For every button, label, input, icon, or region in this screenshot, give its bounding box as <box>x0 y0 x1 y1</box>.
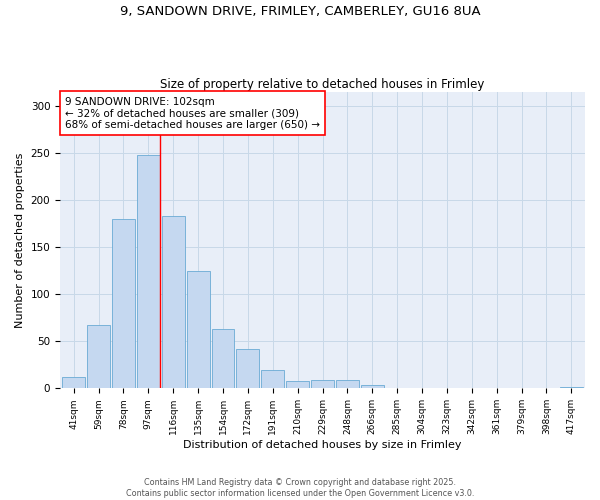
Bar <box>112 219 135 388</box>
Text: 9 SANDOWN DRIVE: 102sqm
← 32% of detached houses are smaller (309)
68% of semi-d: 9 SANDOWN DRIVE: 102sqm ← 32% of detache… <box>65 96 320 130</box>
Bar <box>336 380 359 388</box>
Text: 9, SANDOWN DRIVE, FRIMLEY, CAMBERLEY, GU16 8UA: 9, SANDOWN DRIVE, FRIMLEY, CAMBERLEY, GU… <box>119 5 481 18</box>
Y-axis label: Number of detached properties: Number of detached properties <box>15 152 25 328</box>
Bar <box>212 329 235 388</box>
Bar <box>236 349 259 389</box>
Bar <box>311 380 334 388</box>
Bar <box>286 381 309 388</box>
Bar <box>162 216 185 388</box>
X-axis label: Distribution of detached houses by size in Frimley: Distribution of detached houses by size … <box>183 440 462 450</box>
Title: Size of property relative to detached houses in Frimley: Size of property relative to detached ho… <box>160 78 485 91</box>
Bar <box>361 384 384 388</box>
Bar <box>87 326 110 388</box>
Bar <box>187 271 209 388</box>
Bar <box>137 155 160 388</box>
Bar <box>62 377 85 388</box>
Text: Contains HM Land Registry data © Crown copyright and database right 2025.
Contai: Contains HM Land Registry data © Crown c… <box>126 478 474 498</box>
Bar <box>262 370 284 388</box>
